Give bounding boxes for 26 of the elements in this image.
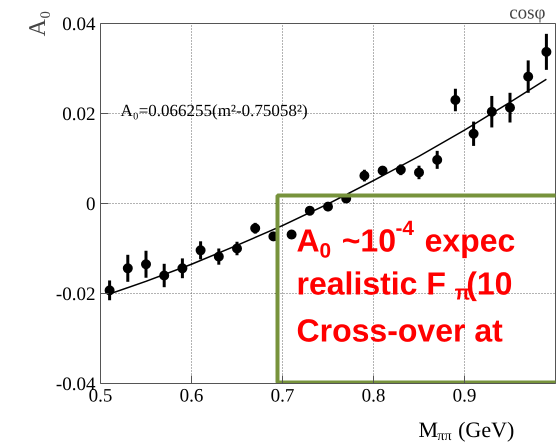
x-tick-label: 0.6 (180, 386, 204, 406)
point (432, 154, 442, 165)
point (523, 72, 534, 82)
annotation: cosφ (509, 2, 546, 24)
y-tick-label: 0 (86, 194, 96, 215)
y-tick-label: 0.04 (62, 14, 96, 35)
point (122, 263, 133, 274)
y-tick-label: 0.02 (62, 104, 96, 125)
annotation: Cross-over at (296, 312, 504, 348)
point (196, 245, 206, 256)
point (286, 230, 297, 240)
annotation: A₀=0.066255(m²-0.75058²) (120, 101, 308, 120)
point (378, 166, 388, 176)
x-tick-label: 0.9 (452, 386, 476, 406)
point (541, 46, 552, 57)
point (450, 95, 460, 105)
point (505, 102, 515, 113)
x-tick-label: 0.7 (270, 386, 294, 406)
y-tick-label: -0.02 (56, 284, 96, 305)
point (250, 223, 260, 234)
point (468, 128, 479, 139)
x-tick-label: 0.8 (362, 386, 386, 406)
point (414, 167, 424, 178)
point (359, 170, 370, 181)
y-axis-title: A₀ (24, 10, 51, 36)
point (141, 259, 151, 270)
